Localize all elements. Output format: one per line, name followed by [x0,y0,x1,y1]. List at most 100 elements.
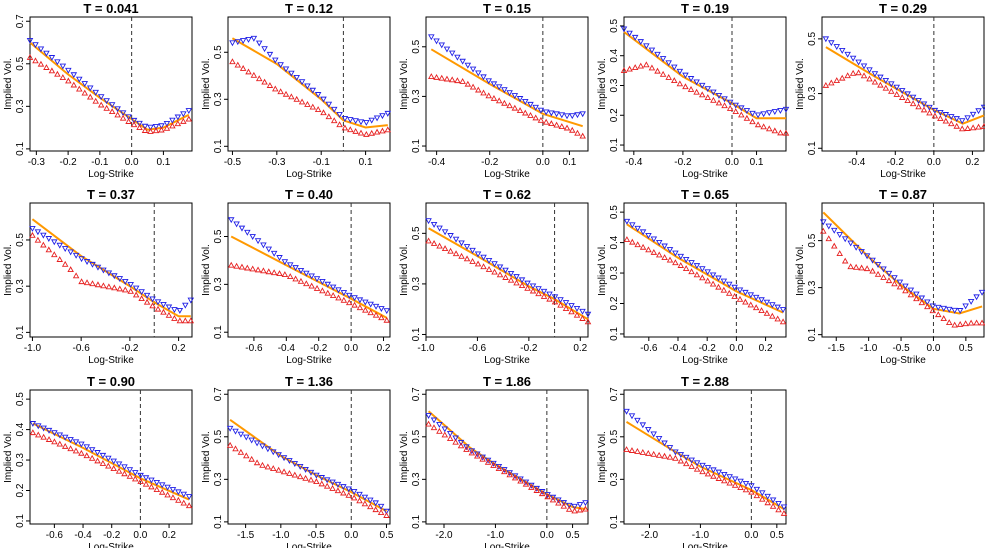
bid-point [951,321,958,328]
bid-point [769,502,777,509]
bid-point [313,284,321,291]
bid-point [141,127,149,133]
ask-point [584,311,592,318]
ask-point [774,304,781,311]
bid-point [185,115,193,122]
ask-point [738,105,745,112]
ask-point [169,117,176,124]
x-tick-label: -1.0 [692,530,710,541]
ask-point [528,482,535,489]
ask-point [555,497,562,504]
bid-point [666,256,674,263]
bid-point [158,126,165,133]
ask-point [693,79,700,86]
x-axis-label: Log-Strike [880,355,926,366]
ask-point [330,106,338,113]
bid-point [288,93,295,100]
bid-point [715,99,723,106]
bid-point [243,452,250,459]
x-tick-label: 0.0 [725,157,739,168]
bid-point [760,123,767,130]
ask-point [89,261,96,268]
bid-point [677,457,685,464]
x-tick-label: -0.2 [481,157,499,168]
ask-point [479,454,486,461]
bid-point [34,236,42,243]
ask-point [234,39,242,46]
ask-point [913,291,920,298]
bid-point [517,477,524,484]
y-tick-label: 0.5 [213,229,224,243]
ask-point [688,260,695,266]
bid-point [533,487,541,493]
ask-point [948,114,955,120]
ask-point [32,42,39,49]
ask-point [131,470,139,476]
ask-point [436,225,443,232]
ask-point [72,439,80,446]
bid-point [307,476,315,483]
bid-point [137,478,144,484]
bid-point [340,296,348,303]
bid-point [782,129,790,136]
ask-point [175,489,182,496]
ask-point [232,428,239,435]
ask-point [726,99,734,106]
bid-point [676,80,684,87]
bid-point [105,462,112,469]
bid-point [291,471,299,478]
x-axis-label: Log-Strike [286,355,332,366]
x-tick-label: -0.2 [699,343,717,354]
ask-point [631,34,639,41]
bid-point [32,57,39,64]
ask-point [383,508,390,515]
ask-point [485,78,492,85]
bid-point [86,93,94,100]
ask-point [65,67,72,74]
bid-point [542,118,550,125]
x-tick-label: -0.4 [669,343,687,354]
bid-point [896,283,904,290]
panel-3: T = 0.19 -0.4 -0.2 0.0 0.1 0.1 0.2 0.3 0.4 0.5 Log… [597,1,790,180]
ask-point [546,291,553,298]
ask-point [517,476,524,483]
fit-curve [32,422,190,501]
ask-point [731,284,738,291]
ask-point [292,265,299,272]
bid-point [885,277,893,284]
ask-point [920,101,928,108]
y-tick-label: 0.5 [807,31,818,45]
ask-point [782,106,790,113]
panel-5: T = 0.37 -1.0 -0.6 -0.2 0.2 0.1 0.3 0.5 Log-Stri… [3,187,195,366]
bid-point [726,479,733,486]
ask-point [459,58,466,65]
bid-point [105,283,113,290]
bid-point [643,61,650,68]
x-axis-label: Log-Strike [484,542,530,548]
y-tick-label: 0.7 [411,387,422,401]
bid-point [226,441,234,448]
y-tick-label: 0.5 [609,429,620,443]
y-tick-label: 0.5 [609,19,620,33]
bid-point [88,454,96,461]
x-tick-label: -0.6 [640,343,658,354]
bid-point [860,72,868,79]
ask-point [538,489,546,495]
bid-point [334,487,342,494]
fit-curve [229,418,387,513]
bid-point [40,241,47,248]
ask-point [699,266,706,273]
bid-point [924,303,931,310]
ask-point [378,306,385,312]
y-tick-label: 0.1 [15,514,26,528]
x-tick-label: -1.0 [24,343,42,354]
ask-point [148,477,155,484]
x-tick-label: -0.5 [307,530,325,541]
y-tick-label: 0.4 [609,235,620,249]
bid-point [345,491,352,498]
panel-title: T = 0.041 [83,1,138,16]
ask-point [626,30,633,37]
bid-point [447,247,454,254]
bid-point [758,307,765,313]
ask-point [877,74,884,81]
